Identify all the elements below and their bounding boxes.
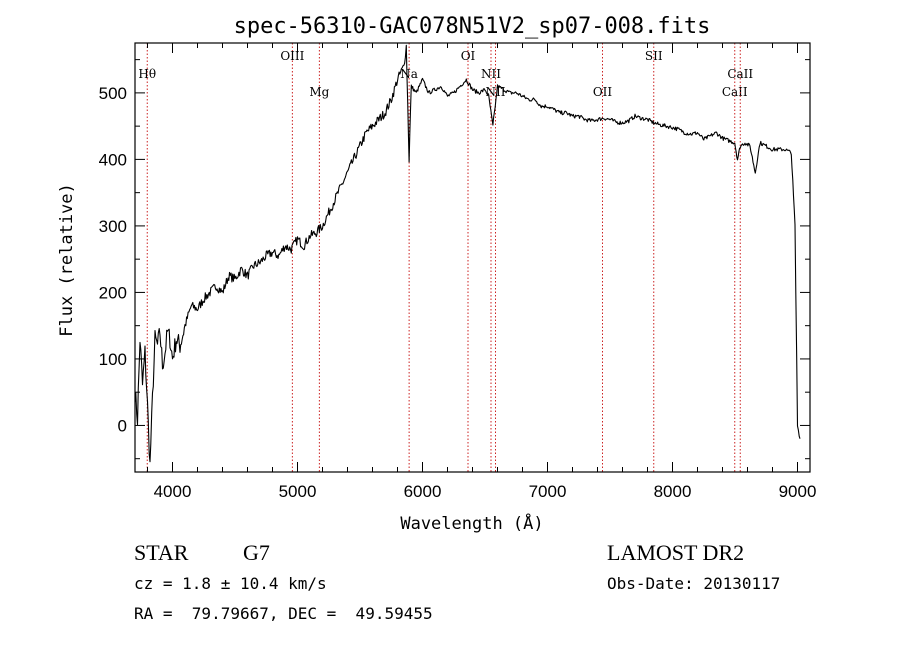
y-tick-label: 300: [99, 217, 127, 236]
spectral-line-label: OI: [461, 49, 476, 63]
spectral-line-label: OIII: [280, 49, 304, 63]
object-class: STAR: [134, 540, 189, 565]
y-tick-label: 400: [99, 150, 127, 169]
spectral-line-label: Hθ: [138, 67, 156, 81]
x-tick-label: 8000: [654, 482, 692, 501]
spectral-line-label: NII: [481, 67, 501, 81]
spectral-line-label: OII: [593, 85, 613, 99]
chart-title: spec-56310-GAC078N51V2_sp07-008.fits: [234, 14, 711, 39]
plot-frame: [134, 42, 811, 473]
coordinates: RA = 79.79667, DEC = 49.59455: [134, 604, 433, 623]
spectral-line-label: SII: [645, 49, 663, 63]
spectral-line-label: CaII: [727, 67, 753, 81]
x-tick-label: 6000: [404, 482, 442, 501]
survey-name: LAMOST DR2: [607, 540, 745, 565]
spectral-line-markers: Hθ OIII Mg Na OI NII NII OII SII CaII CaII: [138, 43, 753, 472]
spectral-line-label: Na: [400, 67, 418, 81]
spectrum-chart: spec-56310-GAC078N51V2_sp07-008.fits Hθ O…: [57, 14, 817, 534]
observation-date: Obs-Date: 20130117: [607, 574, 781, 593]
redshift-cz: cz = 1.8 ± 10.4 km/s: [134, 574, 327, 593]
y-tick-label: 200: [99, 283, 127, 302]
y-tick-label: 100: [99, 350, 127, 369]
spectral-line-label: NII: [486, 85, 506, 99]
y-axis-label: Flux (relative): [57, 183, 77, 337]
x-tick-label: 7000: [529, 482, 567, 501]
x-axis-label: Wavelength (Å): [400, 512, 543, 534]
y-tick-label: 0: [118, 416, 127, 435]
spectral-line-label: Mg: [309, 85, 329, 99]
spectrum-series-line: [134, 44, 801, 463]
x-tick-label: 5000: [279, 482, 317, 501]
x-tick-label: 9000: [779, 482, 817, 501]
spectral-line-label: CaII: [722, 85, 748, 99]
object-subclass: G7: [243, 540, 270, 565]
y-tick-label: 500: [99, 84, 127, 103]
x-tick-label: 4000: [154, 482, 192, 501]
axis-ticks: 4000 5000 6000 7000 8000 9000 0 100 200 300 400 500: [99, 43, 817, 501]
